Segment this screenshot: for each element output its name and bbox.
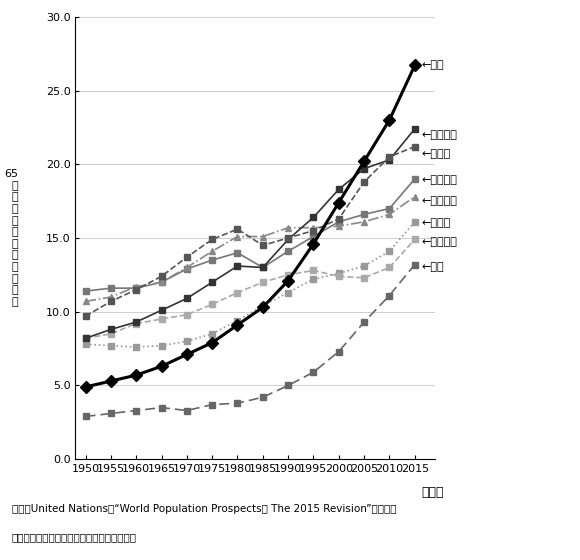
Text: ←イギリス: ←イギリス xyxy=(422,196,458,206)
Text: ←日本: ←日本 xyxy=(422,60,444,71)
Text: ←イタリア: ←イタリア xyxy=(422,130,458,140)
Text: （年）: （年） xyxy=(421,486,444,499)
Text: ←ドイツ: ←ドイツ xyxy=(422,149,451,159)
Text: ←フランス: ←フランス xyxy=(422,175,458,185)
Text: ←韓国: ←韓国 xyxy=(422,263,444,273)
Text: だだし、日本は国勢調査の結果による。: だだし、日本は国勢調査の結果による。 xyxy=(12,532,137,542)
Text: ←アメリカ: ←アメリカ xyxy=(422,237,458,248)
Y-axis label: 65
歳
以
上
人
口
の
割
合
（
％
）: 65 歳 以 上 人 口 の 割 合 （ ％ ） xyxy=(4,169,18,307)
Text: ←カナダ: ←カナダ xyxy=(422,218,451,228)
Text: 資料：United Nations，“World Population Prospects， The 2015 Revision”による。: 資料：United Nations，“World Population Pros… xyxy=(12,504,396,514)
